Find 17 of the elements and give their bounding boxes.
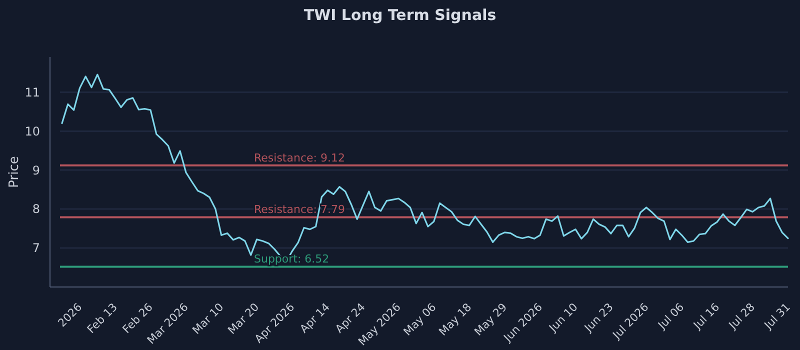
y-tick-label: 10: [24, 124, 40, 138]
x-tick-label: Jun 10: [546, 300, 580, 336]
y-tick-label: 8: [32, 202, 40, 216]
y-tick-label: 7: [32, 241, 40, 256]
x-tick-label: Apr 14: [297, 300, 332, 336]
x-tick-label: Jul 31: [761, 300, 793, 332]
y-tick-label: 11: [24, 85, 40, 100]
x-tick-label: Jul 28: [726, 300, 758, 332]
chart-title: TWI Long Term Signals: [304, 6, 496, 24]
x-tick-label: Mar 10: [190, 300, 226, 337]
y-tick-label: 9: [32, 163, 40, 178]
x-tick-label: Jul 06: [654, 300, 687, 332]
y-axis-title: Price: [7, 156, 22, 188]
x-tick-label: Jul 16: [690, 300, 722, 332]
x-tick-label: Feb 13: [84, 300, 120, 336]
ref-line-label: Resistance: 9.12: [254, 151, 345, 164]
ref-line-label: Resistance: 7.79: [254, 203, 345, 216]
